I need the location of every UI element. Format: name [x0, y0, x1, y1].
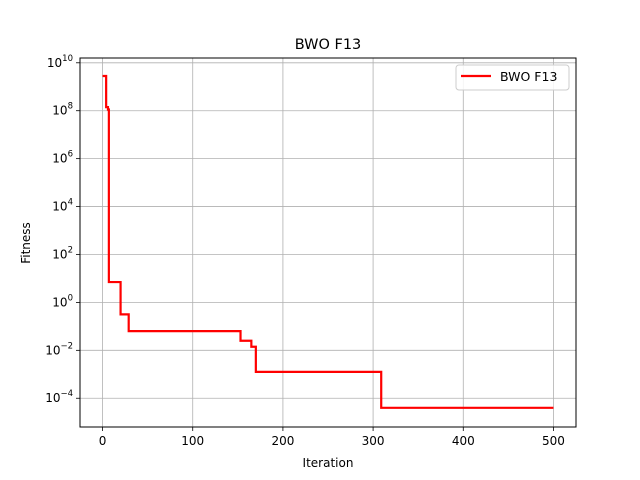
series-line: [102, 74, 554, 409]
x-axis-label: Iteration: [303, 456, 354, 470]
x-axis-ticks: 0 100 200 300 400 500: [99, 427, 565, 448]
plot-frame: [79, 57, 577, 428]
x-tick-label: 0: [99, 434, 107, 448]
y-tick-label: 10−4: [45, 389, 73, 405]
legend: BWO F13: [455, 64, 570, 91]
y-axis-ticks: 10−4 10−2 100 102 104 106 108 1010: [45, 54, 80, 405]
series-layer: [102, 74, 554, 409]
y-tick-label: 108: [52, 102, 73, 118]
y-tick-label: 102: [52, 245, 73, 261]
chart-title: BWO F13: [295, 37, 362, 53]
y-tick-label: 100: [52, 293, 73, 309]
x-tick-label: 100: [181, 434, 204, 448]
y-tick-label: 106: [52, 150, 73, 166]
legend-box: [455, 64, 570, 91]
grid: [80, 58, 576, 427]
y-tick-label: 104: [52, 198, 73, 214]
y-tick-label: 10−2: [45, 341, 73, 357]
x-tick-label: 200: [271, 434, 294, 448]
y-tick-label: 1010: [47, 54, 73, 70]
x-tick-label: 500: [542, 434, 565, 448]
y-axis-label: Fitness: [19, 222, 33, 264]
x-tick-label: 300: [362, 434, 385, 448]
x-tick-label: 400: [452, 434, 475, 448]
legend-label: BWO F13: [500, 69, 557, 84]
